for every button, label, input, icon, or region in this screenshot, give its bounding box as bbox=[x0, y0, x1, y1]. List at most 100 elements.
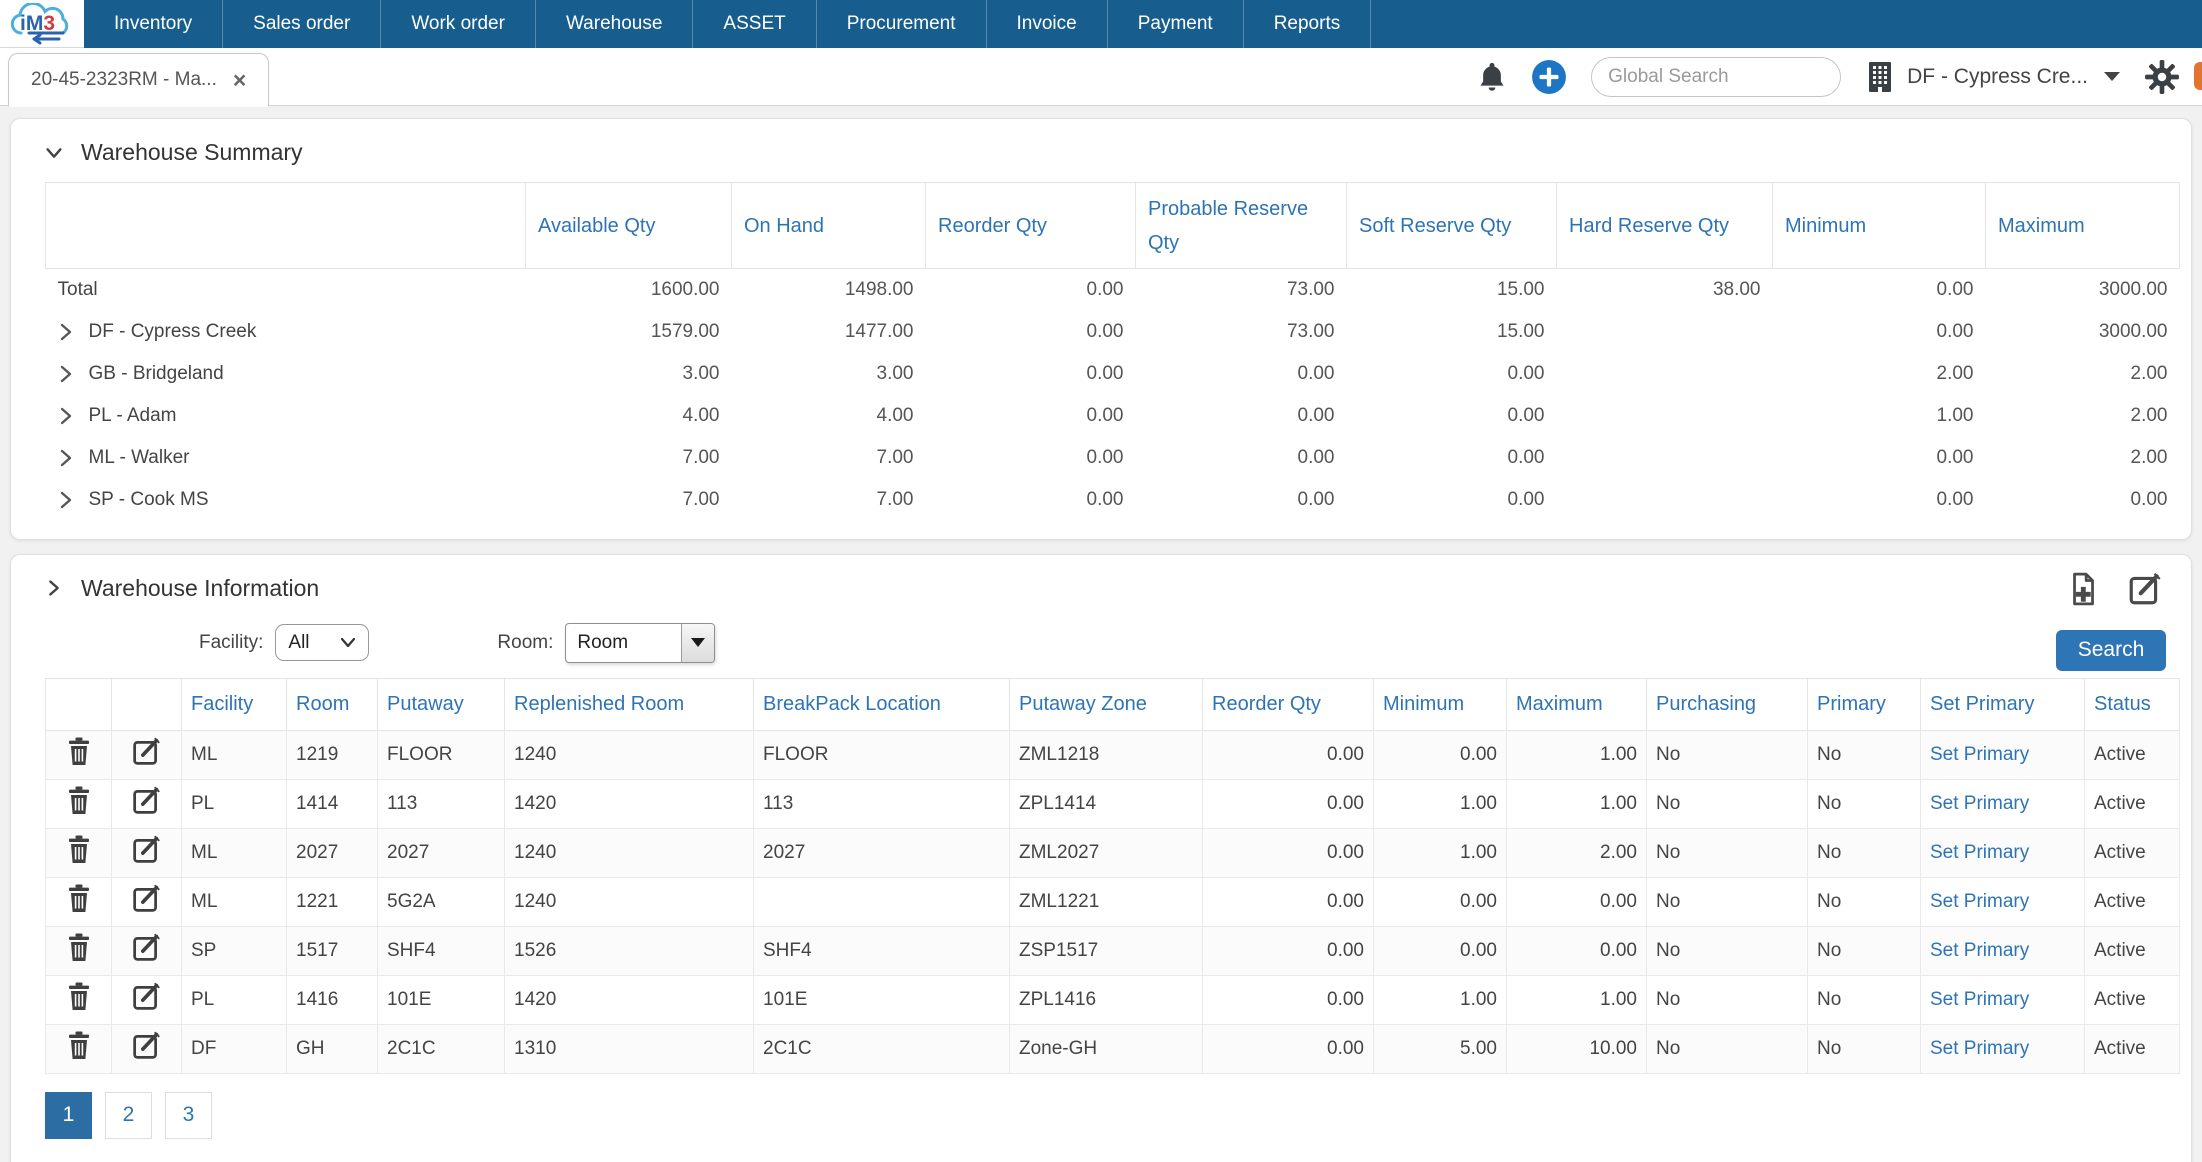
cell-soft: 15.00 bbox=[1347, 269, 1557, 311]
col-maximum[interactable]: Maximum bbox=[1507, 678, 1647, 730]
col-on-hand[interactable]: On Hand bbox=[732, 183, 926, 269]
expand-chevron-icon[interactable] bbox=[58, 323, 73, 341]
trash-icon[interactable] bbox=[67, 982, 91, 1011]
cell-room: 1221 bbox=[287, 877, 378, 926]
nav-item-reports[interactable]: Reports bbox=[1244, 0, 1372, 48]
expand-chevron-icon[interactable] bbox=[58, 407, 73, 425]
col-putaway-zone[interactable]: Putaway Zone bbox=[1010, 678, 1203, 730]
trash-icon[interactable] bbox=[67, 1031, 91, 1060]
global-search-input[interactable] bbox=[1608, 66, 1853, 88]
cell-putaway-zone: ZPL1416 bbox=[1010, 975, 1203, 1024]
edit-square-icon[interactable] bbox=[2127, 571, 2163, 607]
cell-room: GH bbox=[287, 1024, 378, 1073]
expand-chevron-icon[interactable] bbox=[58, 365, 73, 383]
facility-select[interactable]: All bbox=[275, 624, 369, 661]
nav-item-sales-order[interactable]: Sales order bbox=[223, 0, 381, 48]
pagination: 1 2 3 bbox=[45, 1092, 2191, 1139]
page-button-2[interactable]: 2 bbox=[105, 1092, 152, 1139]
edit-row-icon[interactable] bbox=[131, 1030, 162, 1061]
col-minimum[interactable]: Minimum bbox=[1773, 183, 1986, 269]
trash-icon[interactable] bbox=[67, 884, 91, 913]
nav-item-work-order[interactable]: Work order bbox=[381, 0, 536, 48]
col-reorder-qty[interactable]: Reorder Qty bbox=[1203, 678, 1374, 730]
cell-soft: 0.00 bbox=[1347, 437, 1557, 479]
cell-maximum: 1.00 bbox=[1507, 975, 1647, 1024]
add-document-icon[interactable] bbox=[2065, 571, 2101, 607]
col-primary[interactable]: Primary bbox=[1808, 678, 1921, 730]
col-reorder-qty[interactable]: Reorder Qty bbox=[926, 183, 1136, 269]
set-primary-link[interactable]: Set Primary bbox=[1930, 940, 2029, 961]
cell-primary: No bbox=[1808, 779, 1921, 828]
summary-row-total: Total 1600.00 1498.00 0.00 73.00 15.00 3… bbox=[46, 269, 2180, 311]
trash-icon[interactable] bbox=[67, 835, 91, 864]
open-document-tab[interactable]: 20-45-2323RM - Ma... × bbox=[8, 53, 269, 107]
nav-item-payment[interactable]: Payment bbox=[1108, 0, 1244, 48]
set-primary-link[interactable]: Set Primary bbox=[1930, 842, 2029, 863]
summary-title: Warehouse Summary bbox=[81, 139, 303, 166]
trash-icon[interactable] bbox=[67, 786, 91, 815]
nav-item-asset[interactable]: ASSET bbox=[693, 0, 816, 48]
cell-hard bbox=[1557, 479, 1773, 521]
edit-row-icon[interactable] bbox=[131, 883, 162, 914]
nav-item-invoice[interactable]: Invoice bbox=[987, 0, 1108, 48]
cell-reorder: 0.00 bbox=[1203, 877, 1374, 926]
edit-row-icon[interactable] bbox=[131, 736, 162, 767]
set-primary-link[interactable]: Set Primary bbox=[1930, 744, 2029, 765]
warehouse-summary-header[interactable]: Warehouse Summary bbox=[11, 119, 2191, 166]
edit-row-icon[interactable] bbox=[131, 785, 162, 816]
col-putaway[interactable]: Putaway bbox=[378, 678, 505, 730]
cell-purchasing: No bbox=[1647, 828, 1808, 877]
cell-max: 3000.00 bbox=[1986, 269, 2180, 311]
trash-icon[interactable] bbox=[67, 933, 91, 962]
add-circle-icon[interactable] bbox=[1531, 59, 1567, 95]
bell-icon[interactable] bbox=[1477, 61, 1507, 93]
expand-chevron-icon[interactable] bbox=[58, 491, 73, 509]
set-primary-link[interactable]: Set Primary bbox=[1930, 989, 2029, 1010]
cell-room: 1414 bbox=[287, 779, 378, 828]
cell-putaway-zone: Zone-GH bbox=[1010, 1024, 1203, 1073]
page-button-3[interactable]: 3 bbox=[165, 1092, 212, 1139]
col-breakpack-location[interactable]: BreakPack Location bbox=[754, 678, 1010, 730]
expand-chevron-icon[interactable] bbox=[58, 449, 73, 467]
col-set-primary[interactable]: Set Primary bbox=[1921, 678, 2085, 730]
room-combobox[interactable]: Room bbox=[565, 623, 715, 663]
col-purchasing[interactable]: Purchasing bbox=[1647, 678, 1808, 730]
col-room[interactable]: Room bbox=[287, 678, 378, 730]
cell-min: 1.00 bbox=[1773, 395, 1986, 437]
edit-row-icon[interactable] bbox=[131, 834, 162, 865]
cell-on-hand: 4.00 bbox=[732, 395, 926, 437]
trash-icon[interactable] bbox=[67, 737, 91, 766]
cell-putaway: 2C1C bbox=[378, 1024, 505, 1073]
app-logo[interactable]: iM3 bbox=[0, 0, 84, 48]
tab-close-icon[interactable]: × bbox=[233, 69, 246, 92]
col-minimum[interactable]: Minimum bbox=[1374, 678, 1507, 730]
set-primary-link[interactable]: Set Primary bbox=[1930, 891, 2029, 912]
col-available-qty[interactable]: Available Qty bbox=[526, 183, 732, 269]
col-replenished-room[interactable]: Replenished Room bbox=[505, 678, 754, 730]
set-primary-link[interactable]: Set Primary bbox=[1930, 1038, 2029, 1059]
chevron-down-icon bbox=[340, 637, 356, 649]
edit-row-icon[interactable] bbox=[131, 981, 162, 1012]
col-probable-reserve-qty[interactable]: Probable Reserve Qty bbox=[1136, 183, 1347, 269]
gear-icon[interactable] bbox=[2144, 59, 2180, 95]
cell-maximum: 10.00 bbox=[1507, 1024, 1647, 1073]
warehouse-information-header[interactable]: Warehouse Information bbox=[11, 555, 2191, 602]
page-button-1[interactable]: 1 bbox=[45, 1092, 92, 1139]
edit-row-icon[interactable] bbox=[131, 932, 162, 963]
nav-item-inventory[interactable]: Inventory bbox=[84, 0, 223, 48]
cell-reorder: 0.00 bbox=[1203, 1024, 1374, 1073]
dropdown-button[interactable] bbox=[681, 624, 714, 662]
col-hard-reserve-qty[interactable]: Hard Reserve Qty bbox=[1557, 183, 1773, 269]
col-maximum[interactable]: Maximum bbox=[1986, 183, 2180, 269]
col-facility[interactable]: Facility bbox=[182, 678, 287, 730]
cell-putaway: 113 bbox=[378, 779, 505, 828]
set-primary-link[interactable]: Set Primary bbox=[1930, 793, 2029, 814]
org-selector[interactable]: DF - Cypress Cre... bbox=[1865, 60, 2120, 94]
nav-item-warehouse[interactable]: Warehouse bbox=[536, 0, 693, 48]
search-button[interactable]: Search bbox=[2056, 630, 2166, 671]
col-status[interactable]: Status bbox=[2085, 678, 2180, 730]
chevron-down-icon[interactable] bbox=[43, 142, 65, 164]
nav-item-procurement[interactable]: Procurement bbox=[817, 0, 987, 48]
col-soft-reserve-qty[interactable]: Soft Reserve Qty bbox=[1347, 183, 1557, 269]
chevron-right-icon[interactable] bbox=[43, 577, 65, 599]
